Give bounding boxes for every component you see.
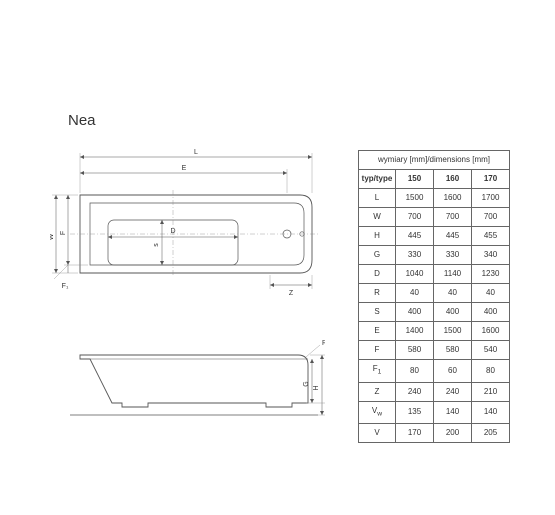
cell: 445 [396, 227, 434, 246]
dim-label-E: E [182, 165, 187, 172]
cell: 1600 [434, 189, 472, 208]
table-row: Z240240210 [359, 382, 510, 401]
dim-label-F1: F₁ [62, 283, 69, 290]
technical-drawings: L E W F F₁ [50, 145, 325, 455]
table-row: L150016001700 [359, 189, 510, 208]
cell: 135 [396, 401, 434, 424]
table-row: F580580540 [359, 341, 510, 360]
dim-label-H: H [313, 385, 320, 390]
cell: 400 [434, 303, 472, 322]
col-header-type: typ/type [359, 170, 396, 189]
cell: 40 [396, 284, 434, 303]
row-label: G [359, 246, 396, 265]
cell: 1500 [434, 322, 472, 341]
cell: 540 [472, 341, 510, 360]
cell: 580 [434, 341, 472, 360]
col-header-2: 170 [472, 170, 510, 189]
dim-label-F: F [60, 231, 67, 235]
table-row: S400400400 [359, 303, 510, 322]
table-row: W700700700 [359, 208, 510, 227]
table-row: E140015001600 [359, 322, 510, 341]
product-title: Nea [68, 112, 96, 129]
dim-label-W: W [50, 233, 55, 240]
col-header-0: 150 [396, 170, 434, 189]
cell: 170 [396, 424, 434, 443]
cell: 1600 [472, 322, 510, 341]
cell: 700 [472, 208, 510, 227]
cell: 205 [472, 424, 510, 443]
cell: 40 [472, 284, 510, 303]
cell: 400 [396, 303, 434, 322]
cell: 400 [472, 303, 510, 322]
cell: 60 [434, 360, 472, 383]
col-header-1: 160 [434, 170, 472, 189]
cell: 1140 [434, 265, 472, 284]
cell: 200 [434, 424, 472, 443]
dim-label-Z: Z [289, 290, 294, 297]
row-label: Vw [359, 401, 396, 424]
cell: 1700 [472, 189, 510, 208]
cell: 330 [434, 246, 472, 265]
cell: 445 [434, 227, 472, 246]
cell: 40 [434, 284, 472, 303]
cell: 340 [472, 246, 510, 265]
cell: 80 [472, 360, 510, 383]
cell: 210 [472, 382, 510, 401]
table-row: Vw135140140 [359, 401, 510, 424]
dim-label-R: R [322, 340, 325, 347]
row-label: H [359, 227, 396, 246]
cell: 1230 [472, 265, 510, 284]
row-label: Z [359, 382, 396, 401]
row-label: W [359, 208, 396, 227]
row-label: E [359, 322, 396, 341]
cell: 1040 [396, 265, 434, 284]
dim-label-D: D [170, 228, 175, 235]
cell: 140 [434, 401, 472, 424]
dim-label-L: L [194, 149, 198, 156]
table-row: H445445455 [359, 227, 510, 246]
table-header: wymiary [mm]/dimensions [mm] [359, 151, 510, 170]
row-label: V [359, 424, 396, 443]
row-label: S [359, 303, 396, 322]
cell: 1500 [396, 189, 434, 208]
dim-label-S: s [153, 243, 160, 247]
table-row: D104011401230 [359, 265, 510, 284]
cell: 240 [434, 382, 472, 401]
dim-label-G: G [303, 381, 310, 386]
table-row: F1806080 [359, 360, 510, 383]
row-label: F [359, 341, 396, 360]
cell: 455 [472, 227, 510, 246]
row-label: L [359, 189, 396, 208]
cell: 330 [396, 246, 434, 265]
cell: 140 [472, 401, 510, 424]
row-label: R [359, 284, 396, 303]
cell: 700 [434, 208, 472, 227]
cell: 80 [396, 360, 434, 383]
table-row: V170200205 [359, 424, 510, 443]
row-label: D [359, 265, 396, 284]
dimensions-table: wymiary [mm]/dimensions [mm] typ/type 15… [358, 150, 510, 443]
cell: 700 [396, 208, 434, 227]
table-row: R404040 [359, 284, 510, 303]
cell: 1400 [396, 322, 434, 341]
table-row: G330330340 [359, 246, 510, 265]
cell: 580 [396, 341, 434, 360]
cell: 240 [396, 382, 434, 401]
row-label: F1 [359, 360, 396, 383]
